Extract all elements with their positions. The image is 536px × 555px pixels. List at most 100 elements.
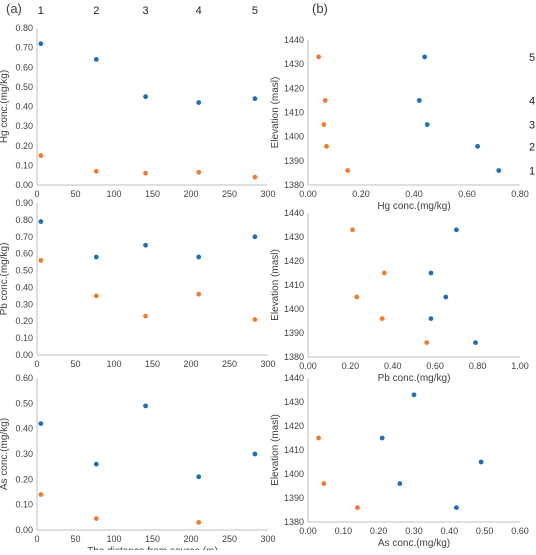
y-tick-label: 1380: [284, 352, 304, 362]
y-tick-label: 0.00: [15, 180, 33, 190]
data-point: [143, 403, 148, 409]
data-point: [196, 291, 202, 297]
x-tick-label: 0: [34, 359, 39, 369]
x-tick-label: 0: [34, 189, 39, 199]
data-point: [473, 340, 478, 345]
y-tick-label: 1430: [284, 232, 304, 242]
x-tick-label: 0.60: [511, 526, 529, 536]
data-point: [196, 169, 202, 175]
y-tick-label: 1430: [284, 59, 304, 69]
data-point: [350, 227, 355, 233]
data-point: [93, 168, 99, 174]
y-tick-label: 1420: [284, 256, 304, 266]
x-axis-title: As conc.(mg/kg): [378, 538, 450, 549]
y-tick-label: 1420: [284, 83, 304, 93]
data-point: [454, 505, 459, 510]
y-axis-title: Pb conc.(mg/kg): [0, 243, 10, 316]
y-tick-label: 0.50: [15, 398, 33, 408]
x-tick-label: 0.80: [469, 361, 487, 371]
x-tick-label: 300: [260, 189, 275, 199]
x-axis-title: The distance from source (m): [87, 546, 218, 550]
chart-a2: 0 50 100 150 200 250 300 0.00 0.10 0.20 0.30 0.40 0.…: [0, 198, 276, 369]
x-axis-title: Pb conc.(mg/kg): [378, 373, 451, 384]
chart-a1: 0 50 100 150 200 250 300 0.00 0.10 0.20 0.30 0.40 0.…: [0, 5, 276, 199]
y-axis-title: As conc.(mg/kg): [0, 418, 10, 490]
y-tick-label: 0.10: [15, 500, 33, 510]
x-tick-label: 250: [222, 189, 237, 199]
x-tick-label: 0.40: [384, 361, 402, 371]
chart-a3: 0 50 100 150 200 250 300 0.00 0.10 0.20 0.30 0.40 0.…: [0, 373, 276, 555]
y-tick-label: 1440: [284, 373, 304, 383]
y-axis-title: Elevation (masl): [270, 249, 281, 321]
x-tick-label: 0.30: [405, 526, 423, 536]
data-point: [252, 234, 258, 240]
data-point: [316, 54, 321, 60]
station-label: 2: [93, 5, 99, 17]
y-tick-label: 0.10: [15, 333, 33, 343]
y-tick-label: 1400: [284, 304, 304, 314]
x-axis-title: Hg conc.(mg/kg): [377, 201, 450, 212]
y-tick-label: 1440: [284, 208, 304, 218]
y-tick-label: 0.50: [15, 82, 33, 92]
y-tick-label: 0.60: [15, 62, 33, 72]
y-tick-label: 1400: [284, 132, 304, 142]
x-tick-label: 300: [260, 534, 275, 544]
station-label: 1: [529, 166, 535, 178]
data-point: [345, 168, 351, 173]
y-tick-label: 0.00: [15, 525, 33, 535]
data-point: [424, 340, 430, 345]
data-point: [93, 254, 99, 260]
y-tick-label: 0.50: [15, 266, 33, 276]
station-label: 3: [143, 5, 149, 17]
panel-label-a: (a): [6, 1, 22, 16]
data-point: [93, 461, 99, 467]
x-tick-label: 1.00: [511, 361, 529, 371]
data-point: [324, 143, 329, 149]
panel-label-b: (b): [312, 1, 328, 16]
data-point: [252, 317, 258, 322]
station-label: 5: [252, 5, 258, 17]
y-tick-label: 1390: [284, 493, 304, 503]
data-point: [38, 258, 44, 263]
data-point: [252, 451, 258, 457]
data-point: [196, 254, 202, 260]
station-label: 5: [529, 52, 535, 64]
y-tick-label: 1410: [284, 280, 304, 290]
x-tick-label: 0.20: [342, 361, 360, 371]
data-point: [428, 270, 434, 276]
y-tick-label: 1390: [284, 156, 304, 166]
y-tick-label: 1440: [284, 35, 304, 45]
data-point: [416, 98, 422, 103]
data-point: [411, 392, 417, 398]
x-tick-label: 0.00: [299, 361, 317, 371]
y-tick-label: 1400: [284, 469, 304, 479]
data-point: [478, 459, 484, 465]
data-point: [321, 122, 327, 127]
y-tick-label: 0.40: [15, 282, 33, 292]
data-point: [379, 316, 385, 321]
data-point: [143, 94, 148, 100]
station-label: 1: [38, 5, 44, 17]
x-tick-label: 0.80: [511, 189, 529, 199]
data-point: [143, 170, 148, 176]
x-tick-label: 0.10: [335, 526, 353, 536]
y-tick-label: 1410: [284, 108, 304, 118]
data-point: [379, 435, 385, 441]
y-tick-label: 0.20: [15, 141, 33, 151]
y-tick-label: 1410: [284, 445, 304, 455]
data-point: [143, 242, 148, 248]
y-tick-label: 0.40: [15, 424, 33, 434]
data-point: [422, 54, 427, 60]
x-tick-label: 200: [183, 359, 198, 369]
y-tick-label: 1380: [284, 517, 304, 527]
chart-b2: 0.00 0.20 0.40 0.60 0.80 1.00 1380 1390 1400 1410…: [270, 208, 529, 384]
data-point: [424, 122, 430, 127]
data-point: [38, 41, 44, 47]
data-point: [354, 294, 360, 300]
x-tick-label: 0.40: [405, 189, 423, 199]
data-point: [38, 153, 44, 158]
y-tick-label: 0.80: [15, 215, 33, 225]
data-point: [428, 316, 434, 321]
